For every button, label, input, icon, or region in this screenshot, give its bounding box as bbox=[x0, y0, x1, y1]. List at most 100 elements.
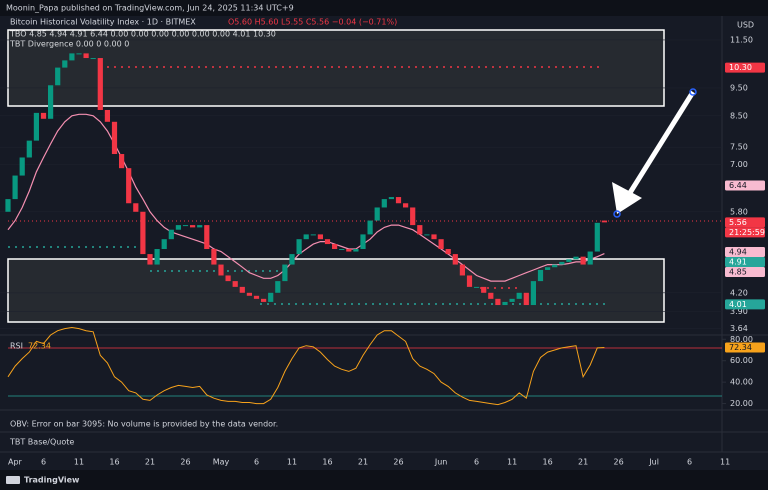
candle-body bbox=[26, 140, 32, 158]
x-tick-label: 6 bbox=[254, 458, 259, 467]
y-tick-label: 4.20 bbox=[730, 288, 748, 297]
price-label-bg bbox=[725, 342, 765, 353]
candle-body bbox=[381, 199, 387, 208]
candle-body bbox=[225, 275, 231, 282]
candle-body bbox=[559, 261, 565, 265]
candle-body bbox=[12, 175, 18, 200]
candle-body bbox=[509, 298, 515, 302]
x-tick-label: Jun bbox=[434, 458, 448, 467]
x-tick-label: 26 bbox=[614, 458, 624, 467]
x-tick-label: 11 bbox=[720, 458, 730, 467]
candle-body bbox=[303, 234, 309, 240]
candle-body bbox=[69, 53, 75, 61]
x-tick-label: 11 bbox=[507, 458, 517, 467]
annotation-arrow-head bbox=[612, 182, 642, 214]
x-tick-label: 11 bbox=[74, 458, 84, 467]
candle-body bbox=[388, 197, 394, 200]
base-line bbox=[7, 113, 605, 282]
candle-body bbox=[161, 239, 167, 250]
x-tick-label: 16 bbox=[543, 458, 553, 467]
note: OBV: Error on bar 3095: No volume is pro… bbox=[10, 420, 278, 429]
price-label: 4.94 bbox=[729, 248, 747, 257]
price-label: 72.34 bbox=[729, 343, 752, 352]
candle-body bbox=[516, 292, 522, 299]
rsi-tick-label: 20.00 bbox=[730, 399, 753, 408]
rsi-line bbox=[7, 326, 605, 406]
candle-body bbox=[523, 292, 529, 306]
candle-body bbox=[33, 112, 39, 141]
candle-body bbox=[573, 256, 579, 260]
candle-body bbox=[495, 298, 501, 306]
candle-body bbox=[40, 112, 47, 119]
candle-body bbox=[353, 249, 359, 252]
candle-body bbox=[282, 264, 288, 282]
x-tick-label: 26 bbox=[393, 458, 403, 467]
candle-body bbox=[332, 244, 338, 250]
zone-box bbox=[7, 258, 665, 323]
brand: TradingView bbox=[24, 476, 80, 485]
candle-body bbox=[410, 207, 416, 226]
y-tick-label: 3.64 bbox=[730, 324, 748, 333]
candle-body bbox=[48, 85, 54, 119]
price-label-bg bbox=[725, 180, 765, 191]
zone-box bbox=[7, 29, 665, 107]
price-label-bg bbox=[725, 62, 765, 73]
candle-body bbox=[90, 58, 96, 60]
rsi-value: 72.34 bbox=[28, 342, 51, 351]
price-label-bg bbox=[725, 217, 765, 228]
x-tick-label: 6 bbox=[41, 458, 46, 467]
candle-body bbox=[211, 249, 217, 265]
x-tick-label: May bbox=[213, 458, 230, 467]
candle-body bbox=[601, 220, 607, 223]
candle-body bbox=[268, 292, 274, 302]
candle-body bbox=[367, 220, 373, 235]
candle-body bbox=[537, 269, 544, 282]
indicator-legend: TBO 4.85 4.94 4.91 6.44 0.00 0.00 0.00 0… bbox=[9, 30, 276, 39]
y-tick-label: 3.90 bbox=[730, 307, 748, 316]
candle-body bbox=[459, 264, 465, 276]
chart-title: Bitcoin Historical Volatility Index · 1D… bbox=[10, 18, 196, 27]
candle-body bbox=[424, 234, 430, 236]
price-label: 6.44 bbox=[729, 181, 747, 190]
x-tick-label: 11 bbox=[287, 458, 297, 467]
candle-body bbox=[545, 267, 551, 270]
candle-body bbox=[346, 249, 352, 252]
x-tick-label: Apr bbox=[8, 458, 23, 467]
candle-body bbox=[126, 168, 132, 204]
x-tick-label: 16 bbox=[109, 458, 119, 467]
candle-body bbox=[97, 58, 103, 110]
x-tick-label: 21 bbox=[145, 458, 155, 467]
candle-body bbox=[111, 121, 118, 155]
price-label-bg bbox=[725, 227, 765, 238]
y-tick-label: 11.50 bbox=[730, 35, 753, 44]
candle-body bbox=[502, 301, 508, 306]
candle-body bbox=[140, 211, 146, 255]
price-label-bg bbox=[725, 257, 765, 268]
candle-body bbox=[587, 251, 593, 265]
candle-body bbox=[317, 234, 323, 240]
price-label: 4.85 bbox=[729, 268, 747, 277]
x-tick-label: 6 bbox=[687, 458, 692, 467]
candle-body bbox=[431, 234, 437, 240]
candle-body bbox=[154, 249, 160, 265]
candle-body bbox=[296, 239, 302, 255]
y-tick-label: 7.50 bbox=[730, 143, 748, 152]
x-tick-label: Jul bbox=[648, 458, 659, 467]
rsi-tick-label: 40.00 bbox=[730, 378, 753, 387]
candle-body bbox=[133, 203, 139, 212]
candle-body bbox=[261, 298, 267, 302]
candle-body bbox=[175, 225, 181, 230]
candle-body bbox=[466, 275, 473, 287]
candle-body bbox=[445, 249, 451, 255]
rsi-tick-label: 60.00 bbox=[730, 356, 753, 365]
price-label: 5.56 bbox=[729, 218, 747, 227]
candle-body bbox=[289, 254, 295, 265]
candle-body bbox=[324, 239, 331, 245]
price-label: 4.91 bbox=[729, 258, 747, 267]
candle-body bbox=[481, 286, 487, 293]
candle-body bbox=[190, 225, 196, 228]
candle-body bbox=[417, 225, 423, 235]
candle-body bbox=[104, 109, 110, 122]
